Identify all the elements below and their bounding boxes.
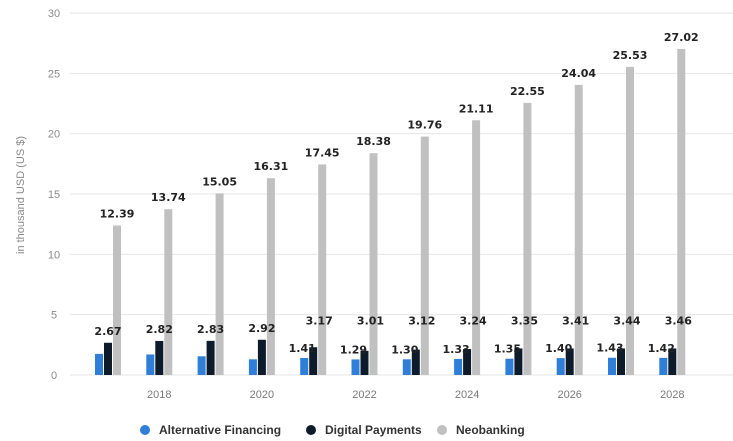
data-label-neobanking: 12.39	[100, 207, 135, 220]
bar-alternative-financing	[197, 356, 206, 375]
x-tick-label: 2022	[352, 389, 376, 401]
legend-label: Alternative Financing	[159, 423, 281, 437]
data-labels: 2.67 12.39 2.82 13.74 2.83 15.05 2.92 16.31 1.41…	[94, 31, 698, 356]
data-label-neobanking: 17.45	[305, 146, 340, 159]
bar-digital-payments	[565, 348, 574, 375]
bar-digital-payments	[155, 340, 164, 375]
data-label-neobanking: 25.53	[613, 49, 648, 62]
bar-alternative-financing	[248, 359, 257, 375]
data-label-neobanking: 18.38	[356, 135, 391, 148]
data-label-top-small-series: 3.44	[613, 314, 640, 327]
bar-digital-payments	[668, 348, 677, 375]
y-tick-label: 5	[51, 310, 57, 322]
legend-item-neobanking[interactable]: Neobanking	[437, 423, 525, 437]
data-label-alternative-financing: 1.33	[443, 343, 470, 356]
bar-digital-payments	[411, 349, 420, 375]
y-tick-label: 25	[48, 68, 60, 80]
y-axis-ticks: 0 5 10 15 20 25 30	[48, 8, 60, 382]
bar-alternative-financing	[505, 358, 514, 375]
y-tick-label: 0	[51, 370, 57, 382]
bar-neobanking	[369, 153, 378, 375]
legend-marker	[306, 425, 316, 435]
bar-neobanking	[215, 193, 224, 375]
bar-neobanking	[523, 102, 532, 375]
data-label-alternative-financing: 1.30	[391, 343, 418, 356]
data-label-neobanking: 27.02	[664, 31, 699, 44]
data-label-neobanking: 19.76	[407, 119, 442, 132]
x-tick-label: 2026	[557, 389, 581, 401]
data-label-alternative-financing: 1.40	[545, 342, 572, 355]
bar-neobanking	[113, 225, 121, 375]
bar-digital-payments	[257, 339, 266, 375]
data-label-top-small-series: 3.41	[562, 314, 589, 327]
data-label-top-small-series: 3.24	[460, 314, 487, 327]
bar-neobanking	[472, 120, 481, 375]
bar-neobanking	[420, 136, 429, 375]
data-label-top-small-series: 3.35	[511, 314, 538, 327]
y-tick-label: 15	[48, 189, 60, 201]
x-tick-label: 2020	[250, 389, 274, 401]
x-tick-label: 2018	[147, 389, 171, 401]
bars	[95, 48, 686, 376]
legend-marker	[437, 425, 447, 435]
bar-neobanking	[318, 164, 327, 375]
bar-alternative-financing	[608, 357, 616, 375]
data-label-alternative-financing: 1.43	[596, 342, 623, 355]
data-label-alternative-financing: 1.35	[494, 343, 521, 356]
y-tick-label: 10	[48, 249, 60, 261]
y-tick-label: 30	[48, 8, 60, 20]
bar-alternative-financing	[402, 359, 411, 375]
data-label-alternative-financing: 1.29	[340, 343, 367, 356]
legend-label: Neobanking	[456, 423, 525, 437]
bar-neobanking	[266, 178, 275, 375]
y-tick-label: 20	[48, 129, 60, 141]
data-label-top-small-series: 3.46	[665, 314, 692, 327]
x-axis-ticks: 2018 2020 2022 2024 2026 2028	[147, 389, 684, 401]
data-label-neobanking: 13.74	[151, 191, 186, 204]
data-label-top-small-series: 3.01	[357, 314, 384, 327]
data-label-alternative-financing: 1.42	[648, 342, 675, 355]
bar-alternative-financing	[659, 357, 668, 375]
data-label-digital-payments: 2.82	[146, 323, 173, 336]
data-label-top-small-series: 3.17	[306, 314, 333, 327]
x-tick-label: 2024	[455, 389, 479, 401]
bar-alternative-financing	[351, 359, 360, 375]
bar-digital-payments	[617, 348, 625, 375]
bar-alternative-financing	[454, 358, 463, 375]
data-label-neobanking: 21.11	[459, 102, 494, 115]
bar-alternative-financing	[556, 358, 565, 375]
data-label-neobanking: 15.05	[202, 175, 237, 188]
bar-neobanking	[164, 209, 173, 375]
data-label-digital-payments: 2.67	[94, 325, 121, 338]
legend[interactable]: Alternative Financing Digital Payments Neo…	[140, 423, 525, 437]
x-tick-label: 2028	[660, 389, 684, 401]
bar-neobanking	[677, 48, 686, 375]
gridlines	[70, 12, 733, 376]
y-axis-label: in thousand USD (US $)	[15, 136, 27, 254]
data-label-neobanking: 24.04	[561, 67, 596, 80]
data-label-neobanking: 22.55	[510, 85, 545, 98]
data-label-digital-payments: 2.92	[248, 322, 275, 335]
bar-digital-payments	[360, 350, 369, 375]
bar-digital-payments	[309, 347, 318, 375]
data-label-digital-payments: 2.83	[197, 323, 224, 336]
bar-alternative-financing	[146, 354, 155, 375]
data-label-alternative-financing: 1.41	[289, 342, 316, 355]
legend-label: Digital Payments	[325, 423, 422, 437]
legend-item-alternative-financing[interactable]: Alternative Financing	[140, 423, 281, 437]
legend-item-digital-payments[interactable]: Digital Payments	[306, 423, 422, 437]
bar-neobanking	[574, 84, 583, 376]
data-label-neobanking: 16.31	[254, 160, 289, 173]
legend-marker	[140, 425, 150, 435]
bar-alternative-financing	[300, 357, 309, 375]
bar-digital-payments	[206, 340, 215, 375]
bar-digital-payments	[514, 348, 523, 375]
data-label-top-small-series: 3.12	[408, 314, 435, 327]
bar-neobanking	[626, 66, 634, 376]
bar-alternative-financing	[95, 353, 103, 375]
bar-digital-payments	[104, 342, 112, 375]
bar-digital-payments	[463, 349, 472, 375]
